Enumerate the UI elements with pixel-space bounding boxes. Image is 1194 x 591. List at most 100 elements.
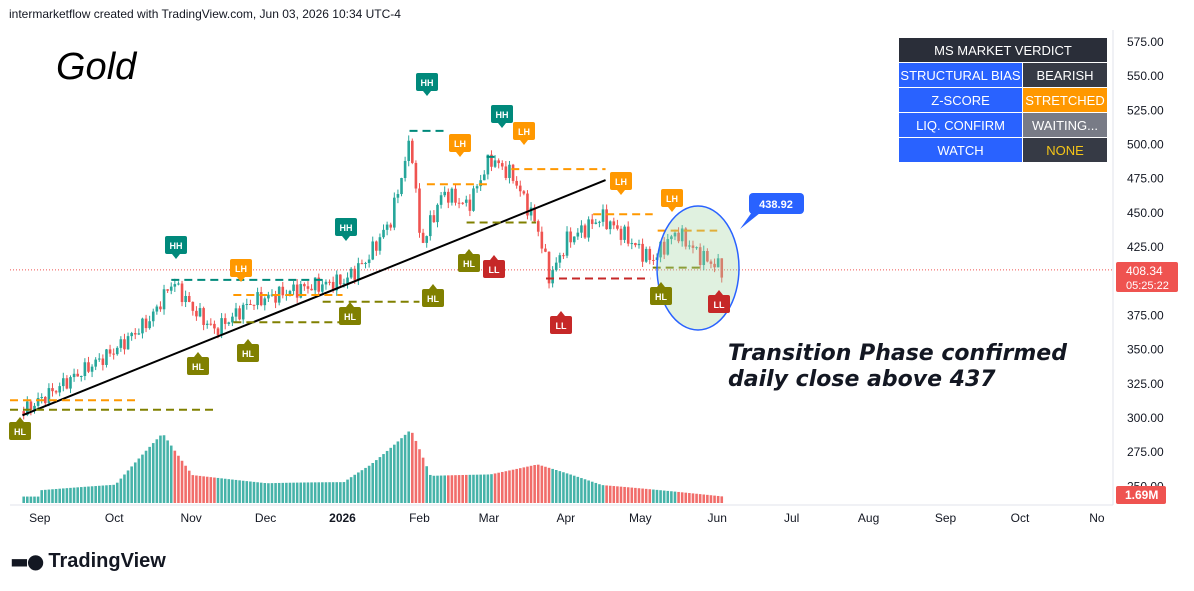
y-tick-label: 350.00 [1127,343,1164,357]
candle-body [479,180,482,187]
volume-bar [245,481,249,503]
volume-bar [26,496,29,503]
candle-body [414,162,418,189]
x-tick-label: May [629,511,652,525]
volume-bar [335,482,339,503]
volume-bar [22,496,26,503]
candle-body [511,164,515,181]
volume-bar [371,463,375,503]
volume-bar [54,488,58,503]
volume-bar [115,482,119,503]
volume-bar [551,468,554,503]
volume-bar [464,474,468,503]
tradingview-logo-icon: ▬● [10,549,44,573]
candle-body [43,396,47,404]
volume-bar [619,486,623,503]
candle-body [616,225,619,229]
candle-body [644,248,648,262]
volume-bar [231,479,234,503]
verdict-value-structural-bias: BEARISH [1022,62,1108,88]
candle-body [580,225,583,233]
volume-bar [191,475,195,503]
volume-bar [108,485,112,503]
volume-bar [72,487,76,503]
volume-bar [590,481,594,503]
candle-body [378,237,382,251]
candle-body [446,191,450,203]
candle-body [551,270,554,284]
candle-body [346,277,349,284]
tradingview-logo[interactable]: ▬● TradingView [10,549,166,573]
volume-bar [36,496,40,503]
candle-body [119,339,123,348]
volume-bar [151,443,155,503]
swing-label-box [165,236,187,254]
volume-bar [565,473,569,503]
candle-body [252,304,256,306]
swing-label-text: HH [421,78,434,88]
x-tick-label: Oct [1011,511,1030,525]
candle-body [684,228,688,247]
volume-bar [166,440,169,503]
swing-label-text: LL [556,321,567,331]
volume-bar [331,482,335,503]
swing-label-pointer [498,123,506,128]
candle-body [87,362,90,372]
candle-body [328,281,331,283]
candle-body [698,247,702,266]
candle-body [357,263,360,280]
volume-bar [155,439,159,503]
candle-body [65,378,69,389]
swing-label-box [458,254,480,272]
candle-body [169,286,173,291]
volume-bar [317,482,321,503]
swing-label-pointer [194,352,202,357]
candle-body [648,248,652,260]
volume-bar [249,481,252,503]
y-tick-label: 425.00 [1127,240,1164,254]
x-tick-label: Sep [935,511,957,525]
candle-body [47,388,51,404]
volume-bar [695,493,698,503]
candle-body [486,154,490,175]
candle-body [115,347,119,355]
candle-body [306,286,310,289]
x-tick-label: Apr [557,511,576,525]
volume-bar [47,489,51,503]
volume-bar [364,467,367,503]
volume-bar [76,487,79,503]
candle-body [493,160,497,167]
volume-bar [439,475,443,503]
volume-bar [281,482,285,503]
volume-bar [605,485,608,503]
volume-bar [594,482,598,503]
swing-label-text: HH [496,110,509,120]
candle-body [69,377,72,389]
candle-body [292,284,295,292]
candle-body [533,207,536,222]
candle-body [659,241,662,258]
volume-bar [421,457,425,503]
verdict-title: MS MARKET VERDICT [898,37,1108,63]
candle-body [130,333,133,337]
candle-body [670,236,673,240]
candle-body [716,258,720,268]
volume-bar [306,482,310,503]
x-tick-label: Nov [180,511,201,525]
volume-bar [177,455,180,503]
swing-label-pointer [557,311,565,316]
candle-body [245,304,249,306]
swing-label-pointer [172,254,180,259]
volume-bar [529,465,533,503]
volume-bar [652,489,655,503]
volume-bar [497,472,500,503]
candle-body [288,291,292,295]
candle-body [223,318,227,324]
swing-label-pointer [342,236,350,241]
candle-body [400,177,403,195]
volume-bar [202,476,205,503]
candle-body [468,199,472,211]
swing-label-box [650,287,672,305]
volume-bar [576,476,580,503]
